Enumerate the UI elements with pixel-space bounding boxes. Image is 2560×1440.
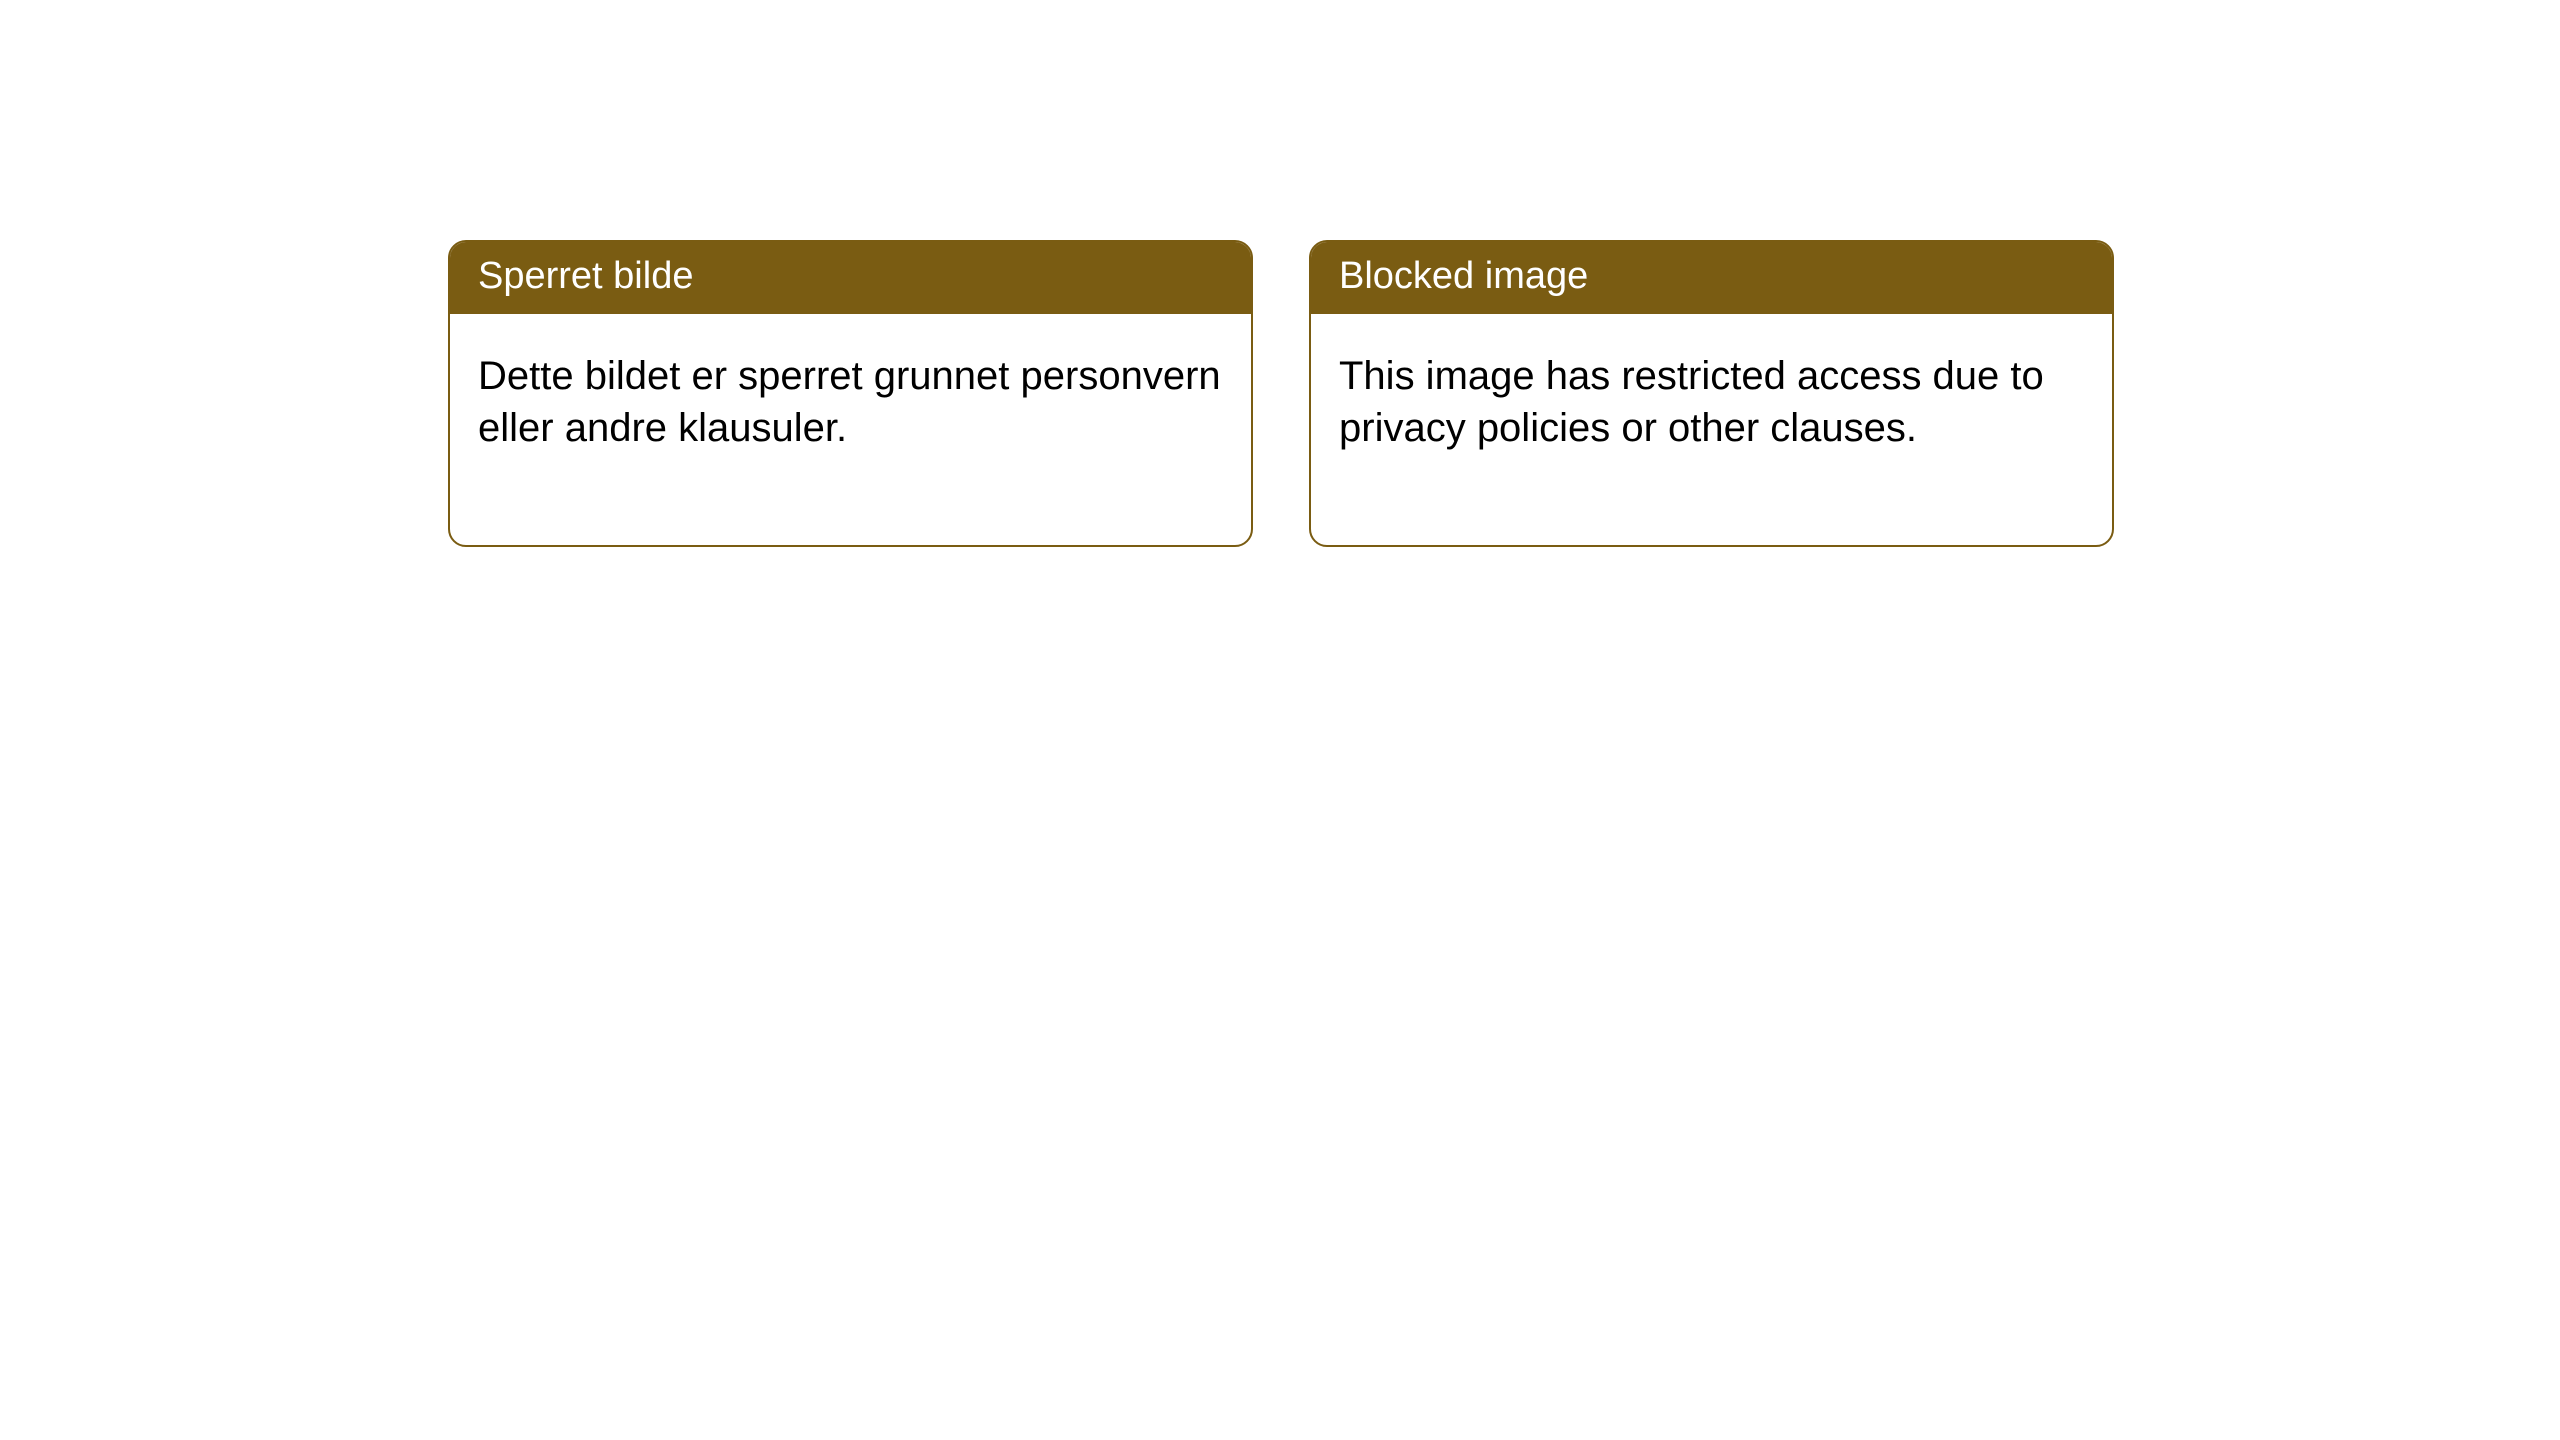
notice-body-text: This image has restricted access due to … [1311,314,2112,546]
notice-title: Sperret bilde [450,242,1251,314]
notice-card-english: Blocked image This image has restricted … [1309,240,2114,547]
notice-card-norwegian: Sperret bilde Dette bildet er sperret gr… [448,240,1253,547]
notice-title: Blocked image [1311,242,2112,314]
notice-body-text: Dette bildet er sperret grunnet personve… [450,314,1251,546]
notice-container: Sperret bilde Dette bildet er sperret gr… [0,0,2560,547]
